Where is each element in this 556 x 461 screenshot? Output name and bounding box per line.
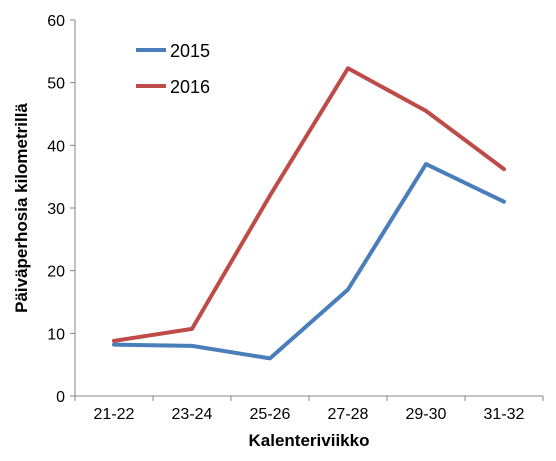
y-tick-label: 40 bbox=[47, 138, 65, 155]
y-tick-label: 20 bbox=[47, 264, 65, 281]
series-lines bbox=[112, 66, 506, 361]
axes bbox=[74, 20, 543, 397]
legend-label-2016: 2016 bbox=[170, 77, 210, 97]
y-axis-title: Päiväperhosia kilometrillä bbox=[12, 103, 31, 313]
x-tick-label: 23-24 bbox=[172, 406, 213, 423]
x-tick-label: 29-30 bbox=[406, 406, 447, 423]
y-tick-label: 30 bbox=[47, 201, 65, 218]
x-tick-label: 27-28 bbox=[328, 406, 369, 423]
y-tick-label: 0 bbox=[56, 389, 65, 406]
legend: 2015 2016 bbox=[136, 41, 210, 97]
x-tick-label: 21-22 bbox=[94, 406, 135, 423]
tick-marks bbox=[70, 19, 544, 401]
y-tick-label: 10 bbox=[47, 326, 65, 343]
series-line-2016 bbox=[112, 66, 506, 343]
y-tick-labels: 0 10 20 30 40 50 60 bbox=[47, 13, 65, 406]
x-axis-title: Kalenteriviikko bbox=[249, 431, 370, 450]
x-tick-label: 25-26 bbox=[250, 406, 291, 423]
y-tick-label: 60 bbox=[47, 13, 65, 30]
series-line-2015 bbox=[112, 162, 506, 361]
x-tick-label: 31-32 bbox=[484, 406, 525, 423]
y-tick-label: 50 bbox=[47, 76, 65, 93]
x-tick-labels: 21-22 23-24 25-26 27-28 29-30 31-32 bbox=[94, 406, 525, 423]
legend-label-2015: 2015 bbox=[170, 41, 210, 61]
